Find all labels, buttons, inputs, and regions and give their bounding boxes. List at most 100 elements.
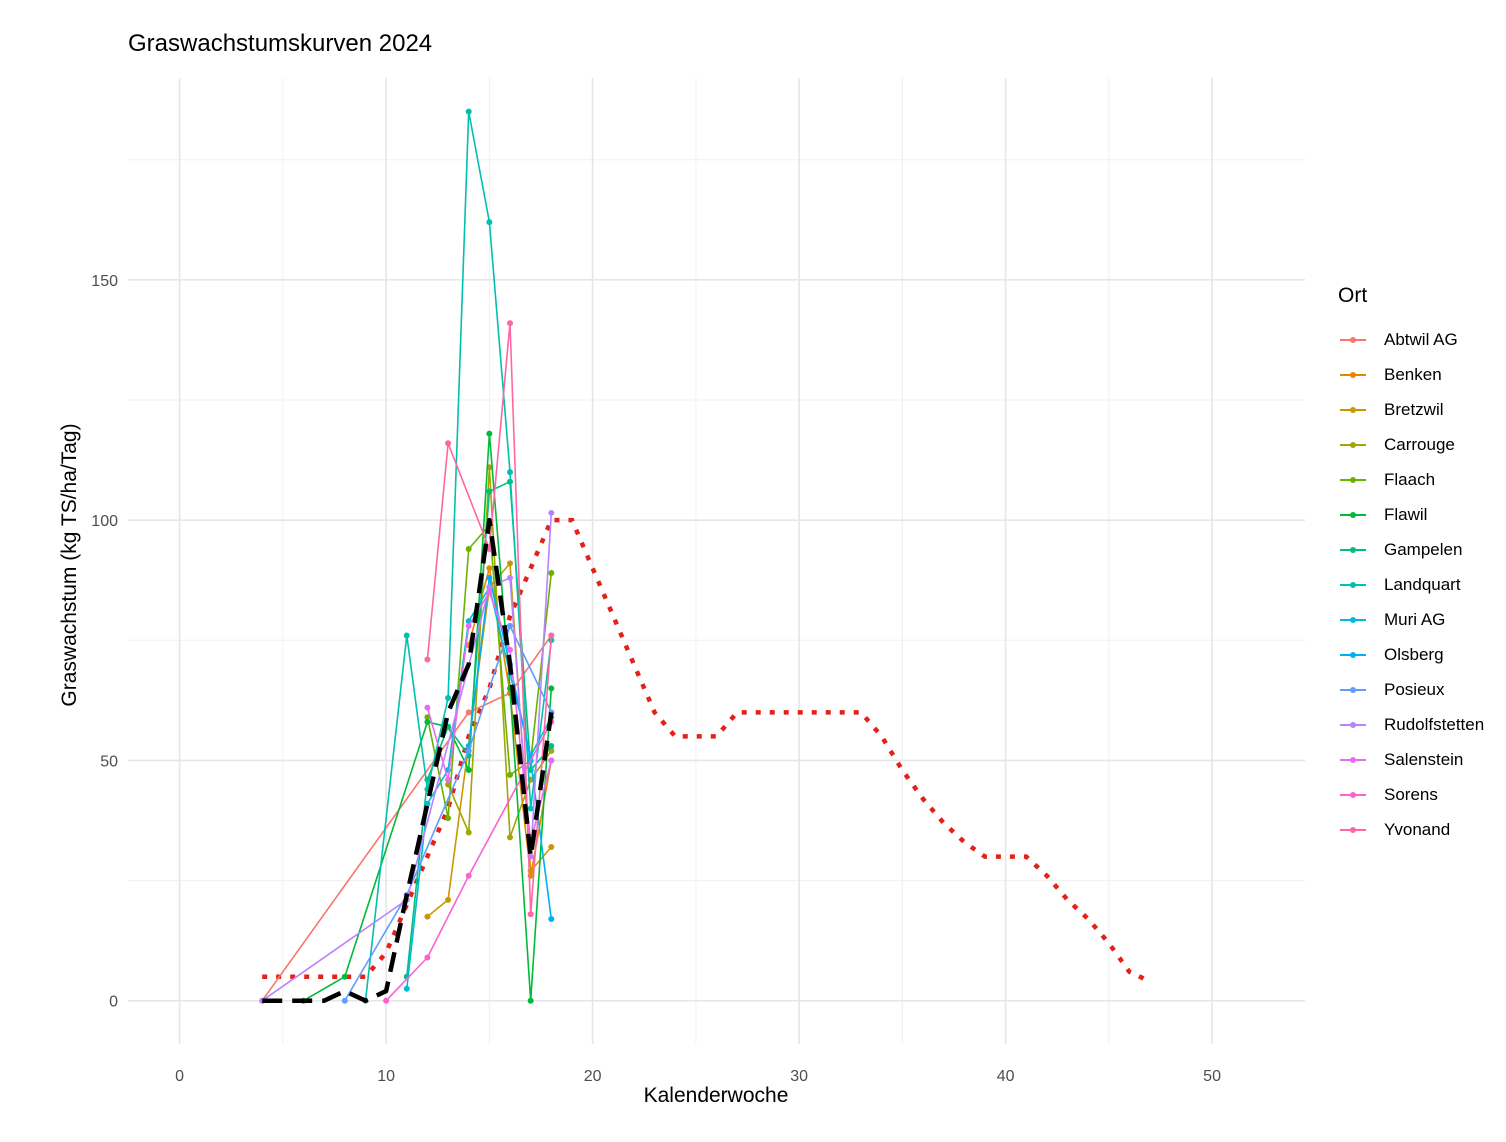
data-point [424, 954, 431, 961]
data-point [507, 469, 514, 476]
minor-gridlines [128, 78, 1305, 1044]
y-tick-label: 100 [91, 513, 118, 530]
y-tick-label: 0 [109, 994, 118, 1011]
legend: Ort Abtwil AG Benken Bretzwil Carrouge Flaac… [1338, 284, 1484, 847]
data-point [548, 916, 555, 923]
major-gridlines [128, 78, 1305, 1044]
data-point [465, 545, 472, 552]
legend-label: Flawil [1384, 504, 1428, 524]
data-point [507, 834, 514, 841]
data-point [486, 589, 493, 596]
y-axis-label: Graswachstum (kg TS/ha/Tag) [58, 423, 81, 707]
legend-key-icon [1338, 716, 1368, 734]
legend-item: Muri AG [1338, 602, 1484, 637]
data-point [527, 805, 534, 812]
x-tick-label: 10 [377, 1068, 395, 1085]
series-line [261, 635, 552, 1002]
y-tick-label: 50 [100, 753, 118, 770]
legend-label: Bretzwil [1384, 399, 1444, 419]
series-line [385, 721, 553, 1002]
data-point [486, 430, 493, 437]
red-dotted-line [262, 517, 1152, 984]
data-point [424, 656, 431, 663]
data-point [445, 781, 452, 788]
legend-label: Abtwil AG [1384, 329, 1458, 349]
legend-item: Yvonand [1338, 812, 1484, 847]
legend-item: Flawil [1338, 497, 1484, 532]
chart-title: Graswachstumskurven 2024 [128, 30, 433, 57]
legend-item: Posieux [1338, 672, 1484, 707]
data-point [527, 997, 534, 1004]
data-point [548, 685, 555, 692]
legend-key-icon [1338, 436, 1368, 454]
legend-label: Olsberg [1384, 644, 1444, 664]
data-point [507, 771, 514, 778]
data-point [486, 219, 493, 226]
data-point [424, 800, 431, 807]
data-point [507, 560, 514, 567]
legend-label: Carrouge [1384, 434, 1455, 454]
legend-key-icon [1338, 541, 1368, 559]
data-point [424, 913, 431, 920]
data-point [424, 719, 431, 725]
legend-label: Sorens [1384, 784, 1438, 804]
legend-label: Posieux [1384, 679, 1445, 699]
data-point [445, 896, 452, 903]
x-axis-label: Kalenderwoche [643, 1084, 789, 1107]
legend-key-icon [1338, 576, 1368, 594]
data-point [445, 440, 452, 447]
data-point [465, 747, 472, 754]
data-point [548, 509, 555, 516]
x-tick-label: 50 [1203, 1068, 1221, 1085]
legend-item: Olsberg [1338, 637, 1484, 672]
legend-key-icon [1338, 751, 1368, 769]
x-tick-labels: 0 10 20 30 40 50 [175, 1068, 1221, 1085]
x-tick-label: 0 [175, 1068, 184, 1085]
black-dashed-line [262, 517, 554, 1003]
series-lines [259, 108, 555, 1004]
x-tick-label: 20 [584, 1068, 602, 1085]
data-point [341, 973, 348, 980]
data-point [465, 622, 472, 629]
data-point [548, 743, 555, 750]
legend-label: Rudolfstetten [1384, 714, 1485, 734]
data-point [486, 574, 493, 581]
reference-lines [262, 517, 1152, 984]
data-point [403, 985, 410, 992]
data-point [507, 646, 514, 653]
data-point [507, 320, 514, 327]
legend-item: Rudolfstetten [1338, 707, 1484, 742]
legend-item: Bretzwil [1338, 392, 1484, 427]
data-point [445, 776, 452, 783]
data-point [486, 565, 493, 572]
legend-key-icon [1338, 331, 1368, 349]
legend-key-icon [1338, 821, 1368, 839]
legend-item: Benken [1338, 357, 1484, 392]
data-point [486, 488, 493, 495]
legend-label: Yvonand [1384, 819, 1451, 839]
data-point [507, 622, 514, 629]
data-point [486, 545, 493, 552]
legend-label: Flaach [1384, 469, 1436, 489]
data-point [548, 843, 555, 850]
data-point [548, 632, 555, 639]
data-point [465, 829, 472, 836]
legend-key-icon [1338, 681, 1368, 699]
legend-key-icon [1338, 646, 1368, 664]
data-point [507, 574, 514, 581]
legend-key-icon [1338, 611, 1368, 629]
data-point [445, 815, 452, 822]
data-point [341, 997, 348, 1004]
legend-item: Landquart [1338, 567, 1484, 602]
legend-item: Salenstein [1338, 742, 1484, 777]
series-line [364, 110, 553, 1001]
data-point [548, 747, 555, 754]
legend-key-icon [1338, 786, 1368, 804]
data-point [424, 704, 431, 711]
legend-item: Gampelen [1338, 532, 1484, 567]
legend-key-icon [1338, 366, 1368, 384]
legend-key-icon [1338, 401, 1368, 419]
data-point [383, 997, 390, 1004]
series-line [426, 322, 553, 916]
